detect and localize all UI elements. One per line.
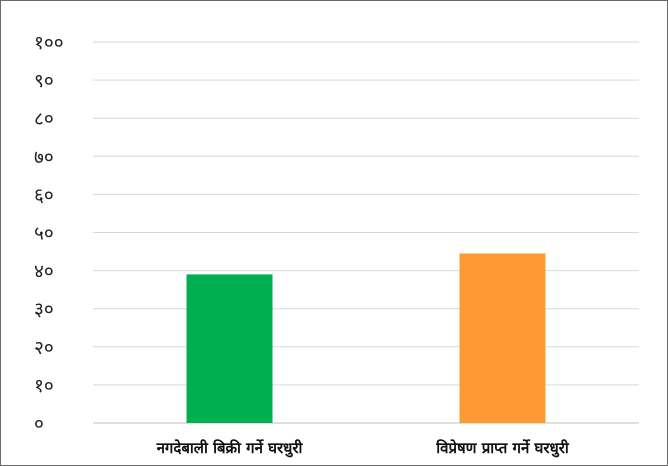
y-tick-label: ५० [34,223,54,245]
y-tick-label: ८० [34,108,54,130]
y-tick-label: ३० [34,299,54,321]
y-tick-label: १० [34,375,54,397]
y-tick-label: ४० [34,261,54,283]
y-tick-label: २० [34,337,54,359]
bar-2 [459,253,546,423]
y-tick-label: ७० [34,146,54,168]
x-axis-ticks: नगदेबाली बिक्री गर्ने घरधुरी विप्रेषण प्र… [156,439,570,458]
y-tick-label: ६० [34,184,54,206]
gridlines [93,41,639,424]
y-tick-label: १०० [34,32,64,54]
x-category-label: नगदेबाली बिक्री गर्ने घरधुरी [156,439,304,458]
bars [186,253,546,423]
bar-1 [186,274,273,423]
y-tick-label: ९० [34,70,54,92]
y-axis-ticks: ० १० २० ३० ४० ५० ६० ७० ८० ९० १०० [34,32,64,435]
x-category-label: विप्रेषण प्राप्त गर्ने घरधुरी [435,439,570,458]
y-tick-label: ० [34,413,44,435]
